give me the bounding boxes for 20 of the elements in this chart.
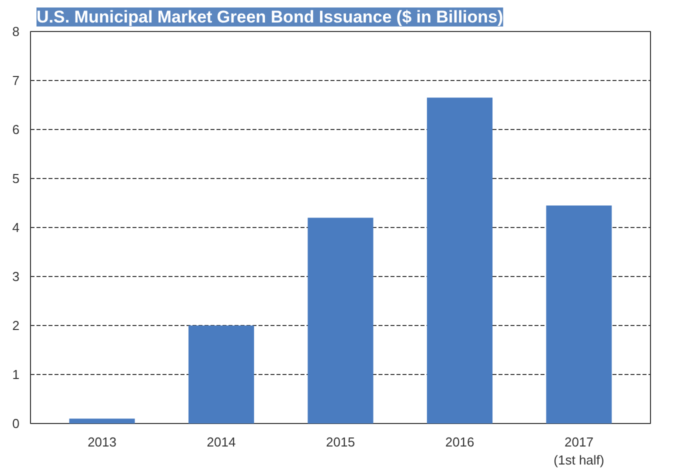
- bar: [546, 205, 612, 424]
- y-tick-label: 1: [12, 367, 20, 382]
- y-tick-label: 5: [12, 171, 20, 186]
- x-tick-label: 2013: [88, 434, 116, 450]
- x-tick-label: 2015: [326, 434, 355, 450]
- y-tick-label: 7: [12, 73, 20, 88]
- y-tick-label: 8: [12, 24, 20, 39]
- x-tick-label: 2016: [445, 434, 474, 450]
- bar: [426, 98, 493, 424]
- y-tick-label: 6: [12, 122, 20, 137]
- bar: [69, 418, 135, 424]
- y-tick-label: 2: [12, 318, 20, 333]
- y-tick-label: 4: [12, 220, 20, 235]
- chart-title: U.S. Municipal Market Green Bond Issuance ($ in Billions): [36, 8, 504, 26]
- bar: [308, 218, 374, 424]
- bar: [188, 326, 254, 424]
- x-tick-label: 2017 (1st half): [554, 434, 604, 468]
- x-tick-label: 2014: [206, 434, 236, 450]
- y-tick-label: 3: [12, 269, 20, 284]
- y-tick-label: 0: [12, 416, 20, 431]
